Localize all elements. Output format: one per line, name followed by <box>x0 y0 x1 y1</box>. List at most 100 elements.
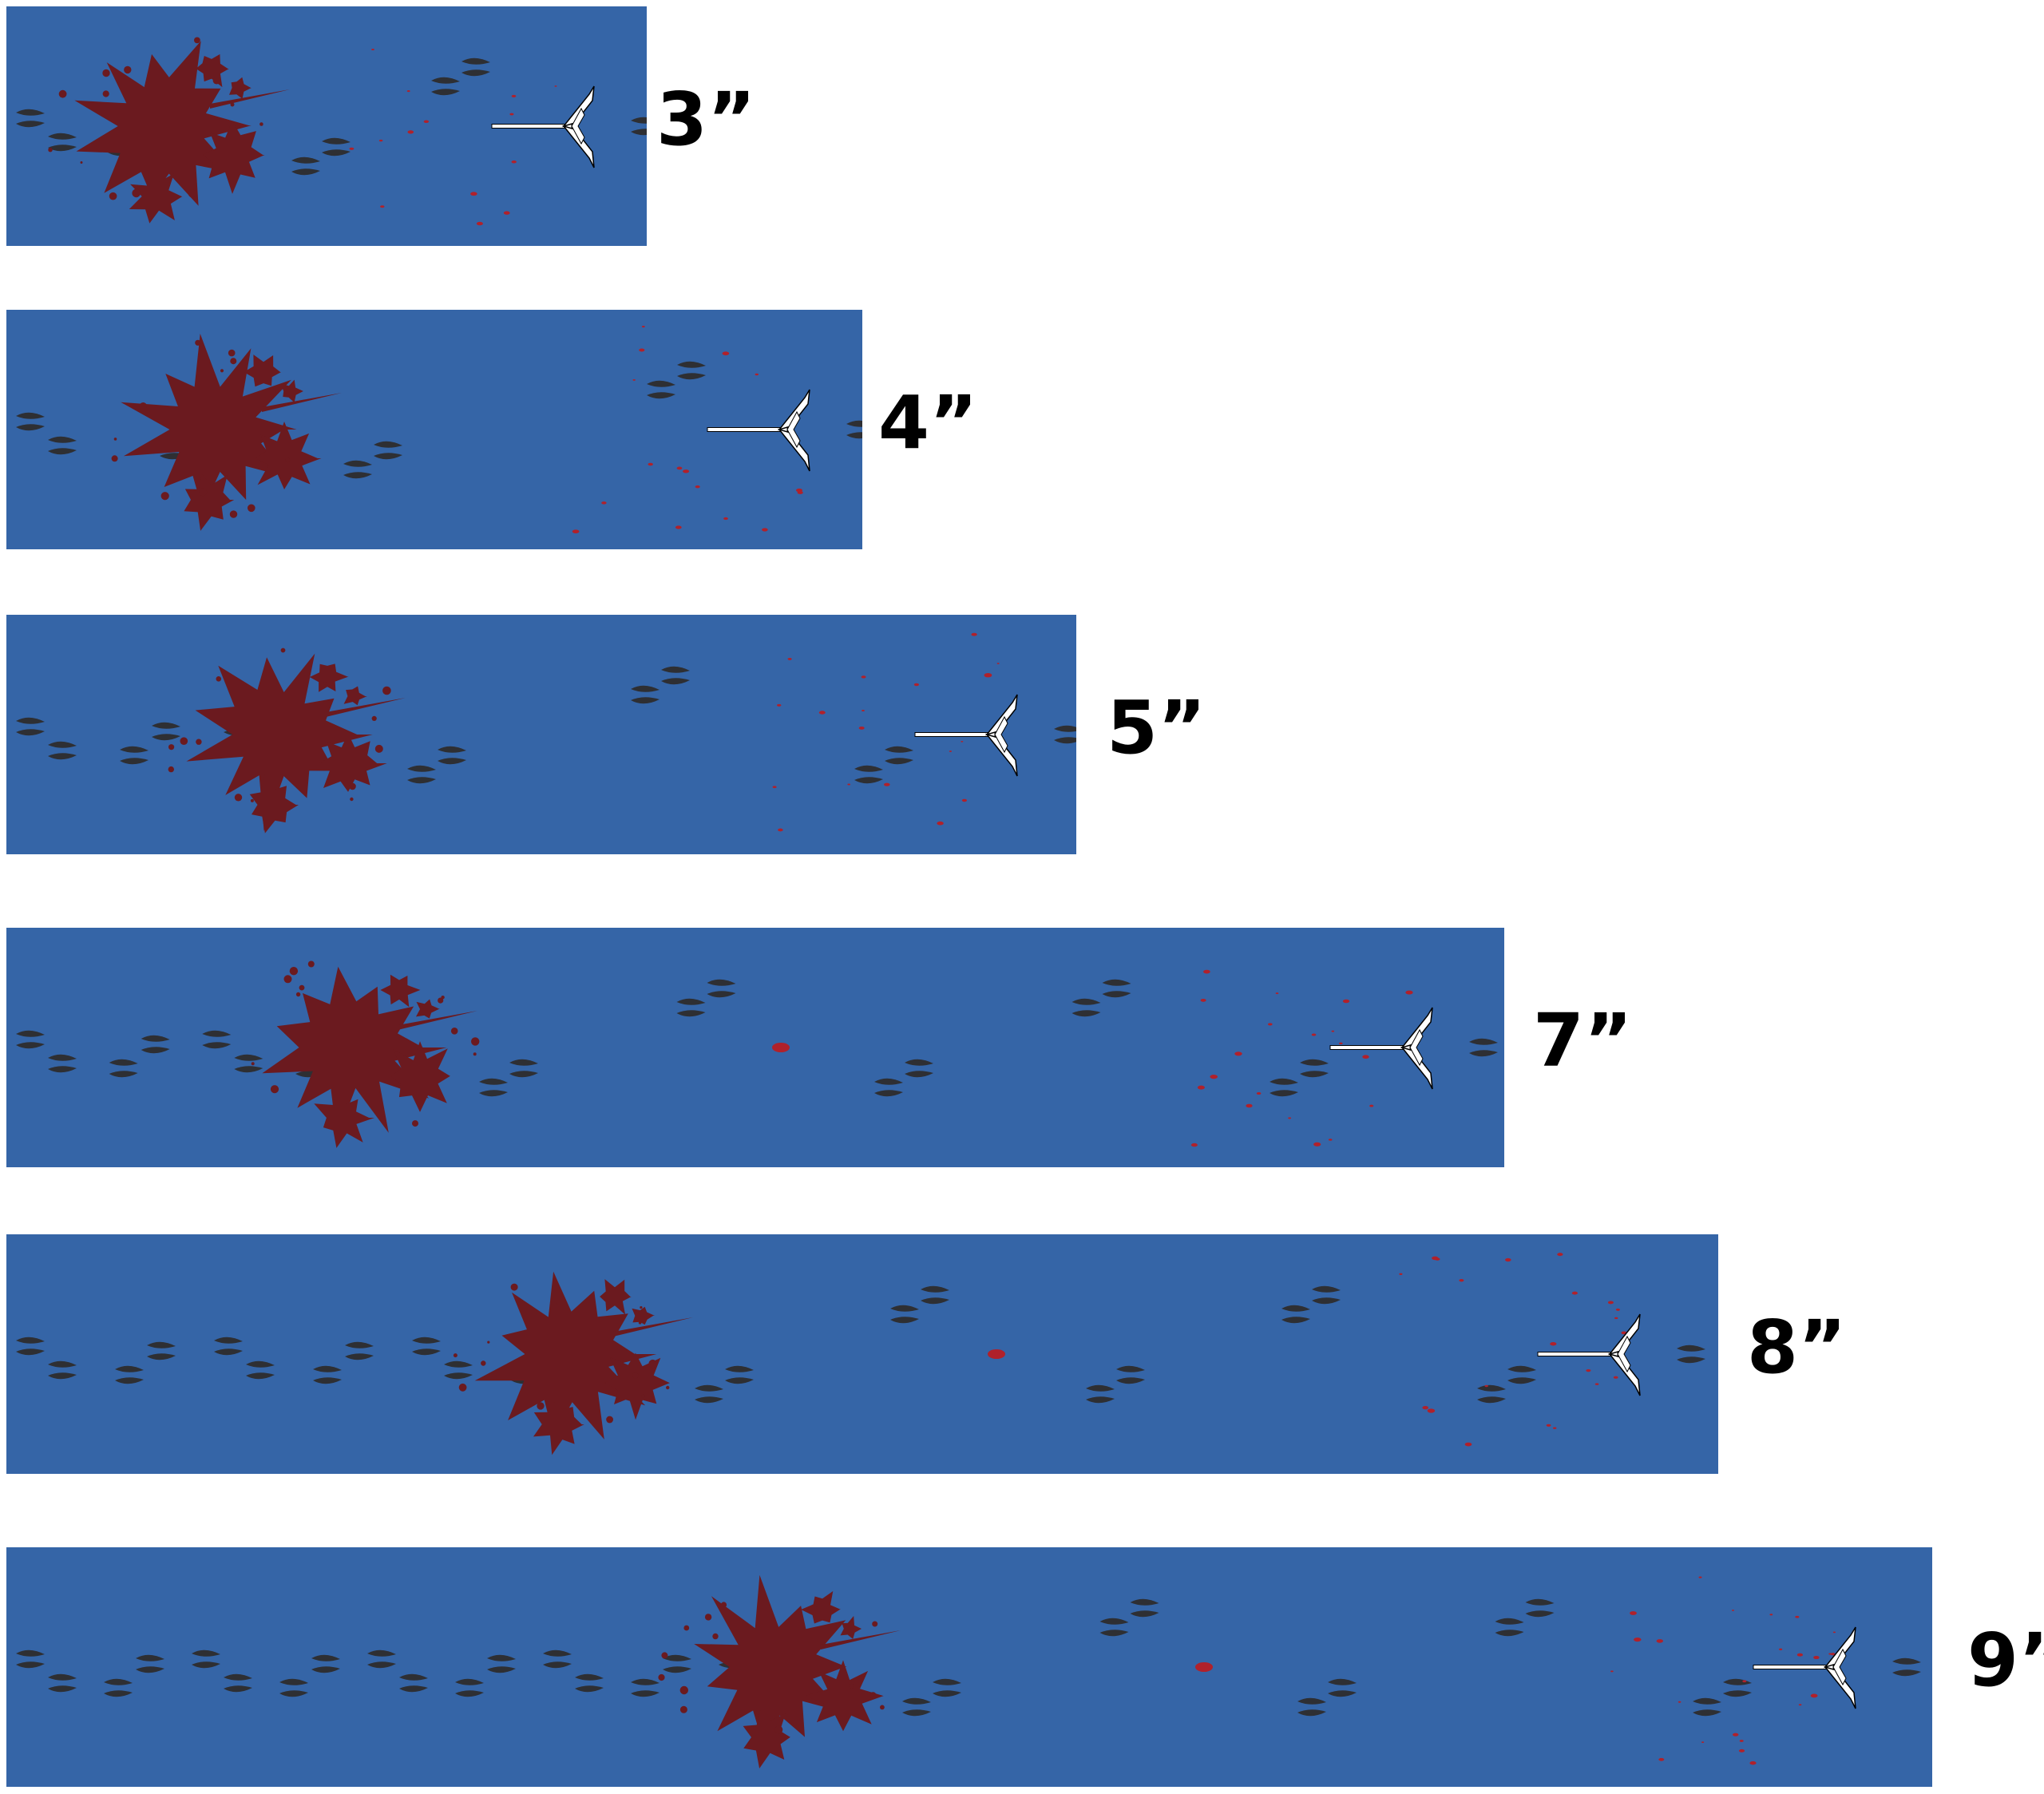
deer-track-icon <box>104 1678 133 1697</box>
deer-track-icon <box>902 1697 931 1717</box>
deer-track-icon <box>885 746 913 765</box>
deer-track-icon <box>1507 1365 1536 1384</box>
blood-drop-icon <box>1795 1615 1800 1618</box>
blood-drop-icon <box>503 211 510 215</box>
deer-track-icon <box>1723 1678 1752 1697</box>
deer-track-icon <box>1086 1384 1115 1404</box>
blood-splatter-icon <box>658 1574 901 1768</box>
blood-drop-icon <box>1678 1701 1682 1703</box>
deer-track-icon <box>1525 1598 1555 1618</box>
deer-track-icon <box>48 436 77 455</box>
blood-drop-icon <box>1798 1704 1802 1706</box>
blood-drop-icon <box>796 488 802 493</box>
deer-track-icon <box>1312 1285 1341 1305</box>
trail-scene-3 <box>16 37 647 226</box>
deer-track-icon <box>412 1337 441 1356</box>
deer-track-icon <box>234 1054 263 1073</box>
deer-track-icon <box>874 1078 903 1097</box>
blood-drop-icon <box>961 798 967 802</box>
blood-drop-icon <box>683 469 690 473</box>
blood-drop-icon <box>996 663 1000 664</box>
deer-track-icon <box>487 1654 516 1673</box>
blood-drop-icon <box>1275 992 1279 995</box>
blood-splatter-icon <box>48 37 290 224</box>
blood-drop-icon <box>601 501 607 505</box>
blood-drop-icon <box>511 160 517 164</box>
deer-track-icon <box>1072 998 1101 1017</box>
deer-track-icon <box>16 717 45 736</box>
blood-drop-icon <box>1557 1253 1563 1257</box>
blood-drop-icon <box>1553 1427 1557 1429</box>
deer-track-icon <box>1270 1078 1298 1097</box>
blood-drop-icon <box>1658 1757 1665 1761</box>
blood-drop-icon <box>1613 1376 1618 1379</box>
blood-drop-icon <box>777 703 782 707</box>
blood-drop-icon <box>1586 1368 1591 1372</box>
blood-drop-icon <box>554 85 557 87</box>
deer-track-icon <box>921 1285 949 1305</box>
blood-drop-icon <box>1234 1051 1242 1056</box>
deer-track-icon <box>1677 1345 1705 1364</box>
arrow-icon <box>707 389 810 472</box>
blood-drop-icon <box>349 147 355 150</box>
blood-drop-icon <box>1210 1074 1218 1079</box>
trail-scene-4 <box>16 326 862 534</box>
trail-strip-5 <box>6 615 1076 854</box>
blood-drop-icon <box>407 130 414 134</box>
deer-track-icon <box>1328 1678 1357 1697</box>
blood-splatter-icon <box>453 1271 693 1455</box>
deer-track-icon <box>509 1059 538 1078</box>
blood-drop-icon <box>988 1348 1005 1360</box>
blood-drop-icon <box>1813 1655 1820 1660</box>
blood-drop-icon <box>1195 1661 1213 1673</box>
deer-track-icon <box>661 666 690 685</box>
blood-drop-icon <box>1615 1308 1620 1311</box>
blood-drop-icon <box>1432 1256 1439 1261</box>
deer-track-icon <box>48 133 77 152</box>
deer-track-icon <box>109 1059 138 1078</box>
deer-track-icon <box>631 1678 660 1697</box>
deer-track-icon <box>147 1341 176 1360</box>
blood-drop-icon <box>1742 1680 1747 1683</box>
deer-track-icon <box>313 1365 342 1384</box>
blood-drop-icon <box>641 326 645 328</box>
deer-track-icon <box>1300 1059 1329 1078</box>
deer-track-icon <box>631 117 647 136</box>
deer-track-icon <box>1297 1697 1326 1717</box>
blood-drop-icon <box>1739 1740 1744 1742</box>
blood-drop-icon <box>1810 1693 1818 1698</box>
blood-drop-icon <box>1698 1576 1702 1578</box>
blood-drop-icon <box>1610 1670 1614 1673</box>
strip-label-8: 8” <box>1747 1305 1847 1390</box>
deer-track-icon <box>48 1360 77 1380</box>
blood-drop-icon <box>511 94 517 97</box>
strip-label-7: 7” <box>1533 998 1633 1083</box>
deer-track-icon <box>407 765 436 784</box>
deer-track-icon <box>575 1673 604 1693</box>
deer-track-icon <box>48 741 77 760</box>
blood-drop-icon <box>1594 1383 1599 1385</box>
blood-drop-icon <box>1634 1638 1642 1642</box>
strip-label-9: 9” <box>1967 1618 2044 1703</box>
trail-strip-4 <box>6 310 862 549</box>
blood-drop-icon <box>949 750 952 752</box>
blood-drop-icon <box>1505 1257 1511 1262</box>
blood-drop-icon <box>676 466 683 470</box>
blood-drop-icon <box>778 828 783 832</box>
blood-drop-icon <box>772 786 777 789</box>
blood-drop-icon <box>722 351 730 356</box>
deer-track-icon <box>479 1078 508 1097</box>
blood-splatter-icon <box>111 333 342 531</box>
arrow-icon <box>1537 1313 1641 1396</box>
blood-drop-icon <box>1313 1142 1321 1146</box>
blood-drop-icon <box>723 517 728 521</box>
blood-drop-icon <box>1399 1273 1403 1275</box>
blood-drop-icon <box>971 632 977 636</box>
deer-track-icon <box>374 441 402 460</box>
deer-track-icon <box>1477 1384 1506 1404</box>
deer-track-icon <box>1693 1697 1721 1717</box>
deer-track-icon <box>933 1678 961 1697</box>
blood-drop-icon <box>984 673 992 678</box>
blood-drop-icon <box>1749 1760 1757 1765</box>
deer-track-icon <box>16 1337 45 1356</box>
